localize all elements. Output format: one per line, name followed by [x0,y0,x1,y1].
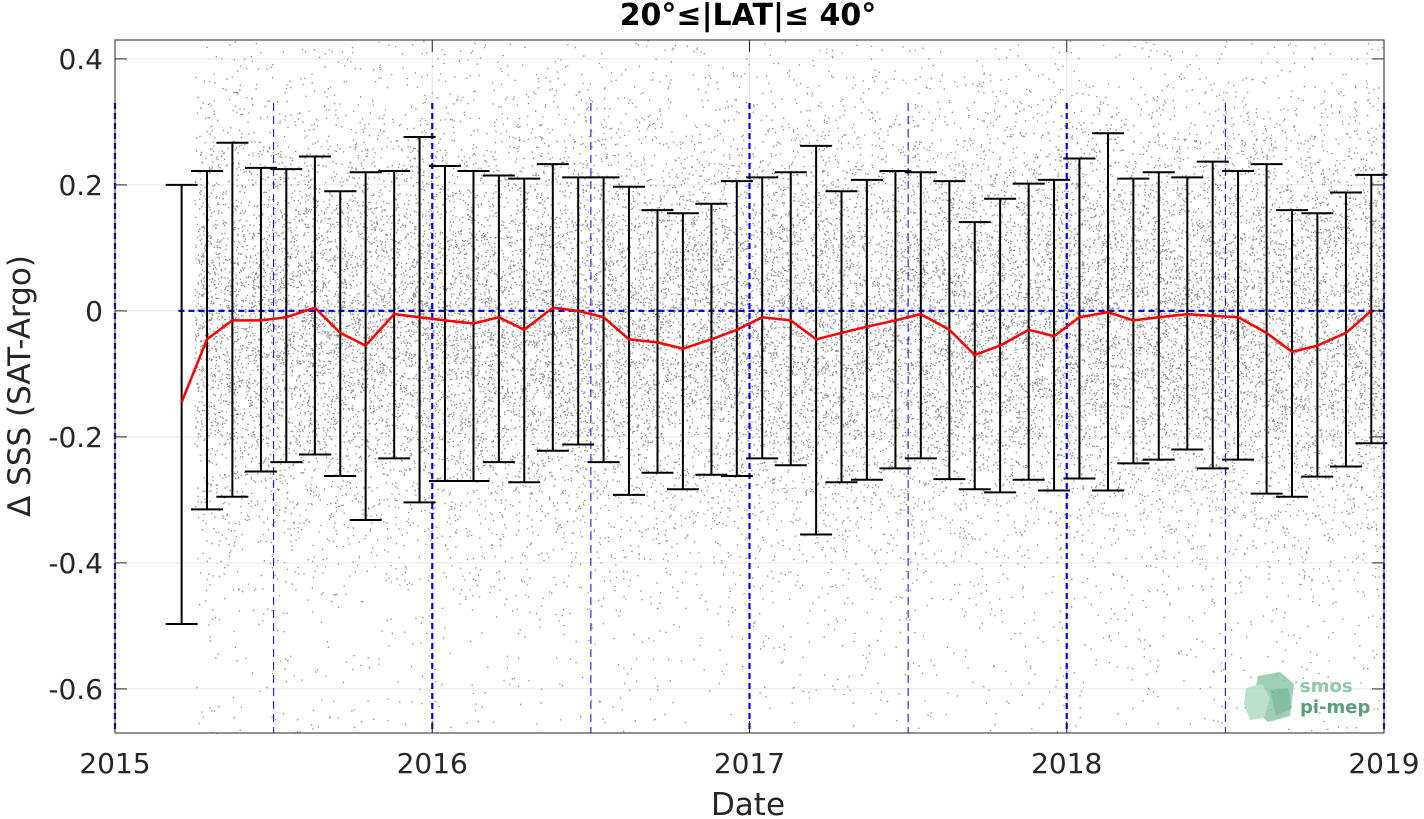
smos-pimep-logo: smos pi-mep [1244,672,1370,722]
y-tick-label: -0.6 [48,673,103,706]
y-tick-label: 0 [85,295,103,328]
x-tick-label: 2015 [79,747,150,780]
x-tick-label: 2018 [1031,747,1102,780]
y-axis-label: Δ SSS (SAT-Argo) [2,255,38,517]
x-tick-label: 2016 [397,747,468,780]
x-tick-label: 2017 [714,747,785,780]
y-tick-label: 0.4 [58,43,103,76]
x-axis-label: Date [711,787,785,819]
logo-text-pimep: pi-mep [1300,697,1370,718]
y-tick-label: -0.4 [48,547,103,580]
logo-text-smos: smos [1300,676,1353,697]
y-tick-label: 0.2 [58,169,103,202]
x-tick-label: 2019 [1348,747,1419,780]
y-tick-label: -0.2 [48,421,103,454]
chart-title: 20°≤|LAT|≤ 40° [620,0,877,33]
